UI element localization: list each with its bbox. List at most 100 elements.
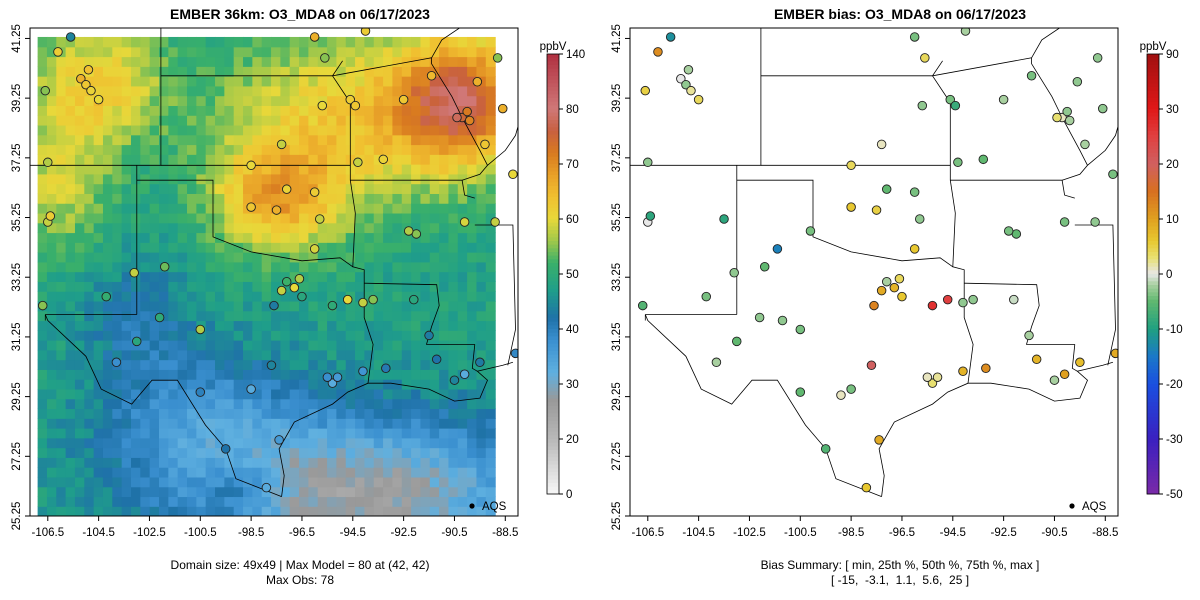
station-point xyxy=(431,354,442,365)
grid-cell xyxy=(467,330,478,341)
grid-cell xyxy=(112,398,123,410)
grid-cell xyxy=(429,379,440,390)
grid-cell xyxy=(215,476,225,488)
grid-cell xyxy=(112,300,123,312)
grid-cell xyxy=(355,261,366,273)
grid-cell xyxy=(373,242,384,253)
grid-cell xyxy=(177,252,188,263)
grid-cell xyxy=(196,418,207,429)
grid-cell xyxy=(448,428,459,439)
grid-cell xyxy=(112,281,123,292)
grid-cell xyxy=(308,252,319,263)
grid-cell xyxy=(448,46,459,58)
grid-cell xyxy=(121,349,132,361)
grid-cell xyxy=(261,105,272,116)
grid-cell xyxy=(373,164,384,175)
grid-cell xyxy=(289,203,300,214)
grid-cell xyxy=(252,36,263,48)
grid-cell xyxy=(205,222,216,234)
colorbar-segment xyxy=(1147,413,1159,418)
grid-cell xyxy=(112,46,123,58)
grid-cell xyxy=(485,36,496,48)
grid-cell xyxy=(401,300,412,312)
grid-cell xyxy=(252,398,263,410)
grid-cell xyxy=(383,320,394,331)
grid-cell xyxy=(102,447,113,458)
grid-cell xyxy=(485,173,496,185)
grid-cell xyxy=(46,115,57,126)
grid-cell xyxy=(392,291,403,302)
grid-cell xyxy=(289,388,300,400)
station-point xyxy=(927,300,938,311)
grid-cell xyxy=(485,359,496,370)
colorbar-segment xyxy=(547,230,559,235)
grid-cell xyxy=(65,76,76,87)
station-point xyxy=(490,217,500,227)
grid-cell xyxy=(467,183,478,194)
grid-cell xyxy=(327,105,338,116)
grid-cell xyxy=(233,242,244,253)
grid-cell xyxy=(308,320,319,331)
grid-cell xyxy=(392,46,403,58)
grid-cell xyxy=(383,388,394,400)
grid-cell xyxy=(261,252,272,263)
grid-cell xyxy=(224,388,235,400)
grid-cell xyxy=(233,76,244,87)
grid-cell xyxy=(243,261,253,273)
grid-cell xyxy=(215,85,225,97)
grid-cell xyxy=(383,242,394,253)
grid-cell xyxy=(37,291,48,302)
grid-cell xyxy=(56,164,67,175)
state-border xyxy=(1071,344,1078,372)
grid-cell xyxy=(140,349,151,361)
grid-cell xyxy=(46,144,57,155)
grid-cell xyxy=(130,242,141,253)
grid-cell xyxy=(140,261,151,273)
grid-cell xyxy=(93,193,104,204)
grid-cell xyxy=(205,85,216,97)
grid-cell xyxy=(476,379,487,390)
grid-cell xyxy=(205,95,216,106)
grid-cell xyxy=(299,447,309,458)
colorbar-segment xyxy=(1147,197,1159,202)
grid-cell xyxy=(364,164,375,175)
grid-cell xyxy=(448,164,459,175)
grid-cell xyxy=(102,56,113,67)
grid-cell xyxy=(196,310,207,322)
grid-cell xyxy=(84,203,95,214)
grid-cell xyxy=(140,173,151,185)
grid-cell xyxy=(299,330,309,341)
station-point xyxy=(960,28,971,36)
grid-cell xyxy=(355,193,366,204)
grid-cell xyxy=(243,310,253,322)
colorbar-segment xyxy=(547,204,559,209)
grid-cell xyxy=(177,242,188,253)
grid-cell xyxy=(112,164,123,175)
state-border xyxy=(950,179,1075,199)
grid-cell xyxy=(317,369,328,380)
grid-cell xyxy=(485,124,496,136)
grid-cell xyxy=(149,506,160,516)
station-point xyxy=(876,139,887,150)
grid-cell xyxy=(168,193,179,204)
grid-cell xyxy=(355,408,366,419)
grid-cell xyxy=(271,134,281,146)
grid-cell xyxy=(261,437,272,449)
grid-cell xyxy=(121,506,132,516)
grid-cell xyxy=(168,252,179,263)
station-point xyxy=(246,202,256,212)
grid-cell xyxy=(168,379,179,390)
grid-cell xyxy=(420,76,431,87)
grid-cell xyxy=(159,379,169,390)
grid-cell xyxy=(383,232,394,243)
grid-cell xyxy=(243,193,253,204)
grid-cell xyxy=(420,457,431,468)
grid-cell xyxy=(177,154,188,165)
grid-cell xyxy=(485,428,496,439)
grid-cell xyxy=(56,428,67,439)
grid-cell xyxy=(74,506,85,516)
colorbar-segment xyxy=(1147,120,1159,125)
grid-cell xyxy=(467,369,478,380)
grid-cell xyxy=(383,144,394,155)
grid-cell xyxy=(401,340,412,351)
